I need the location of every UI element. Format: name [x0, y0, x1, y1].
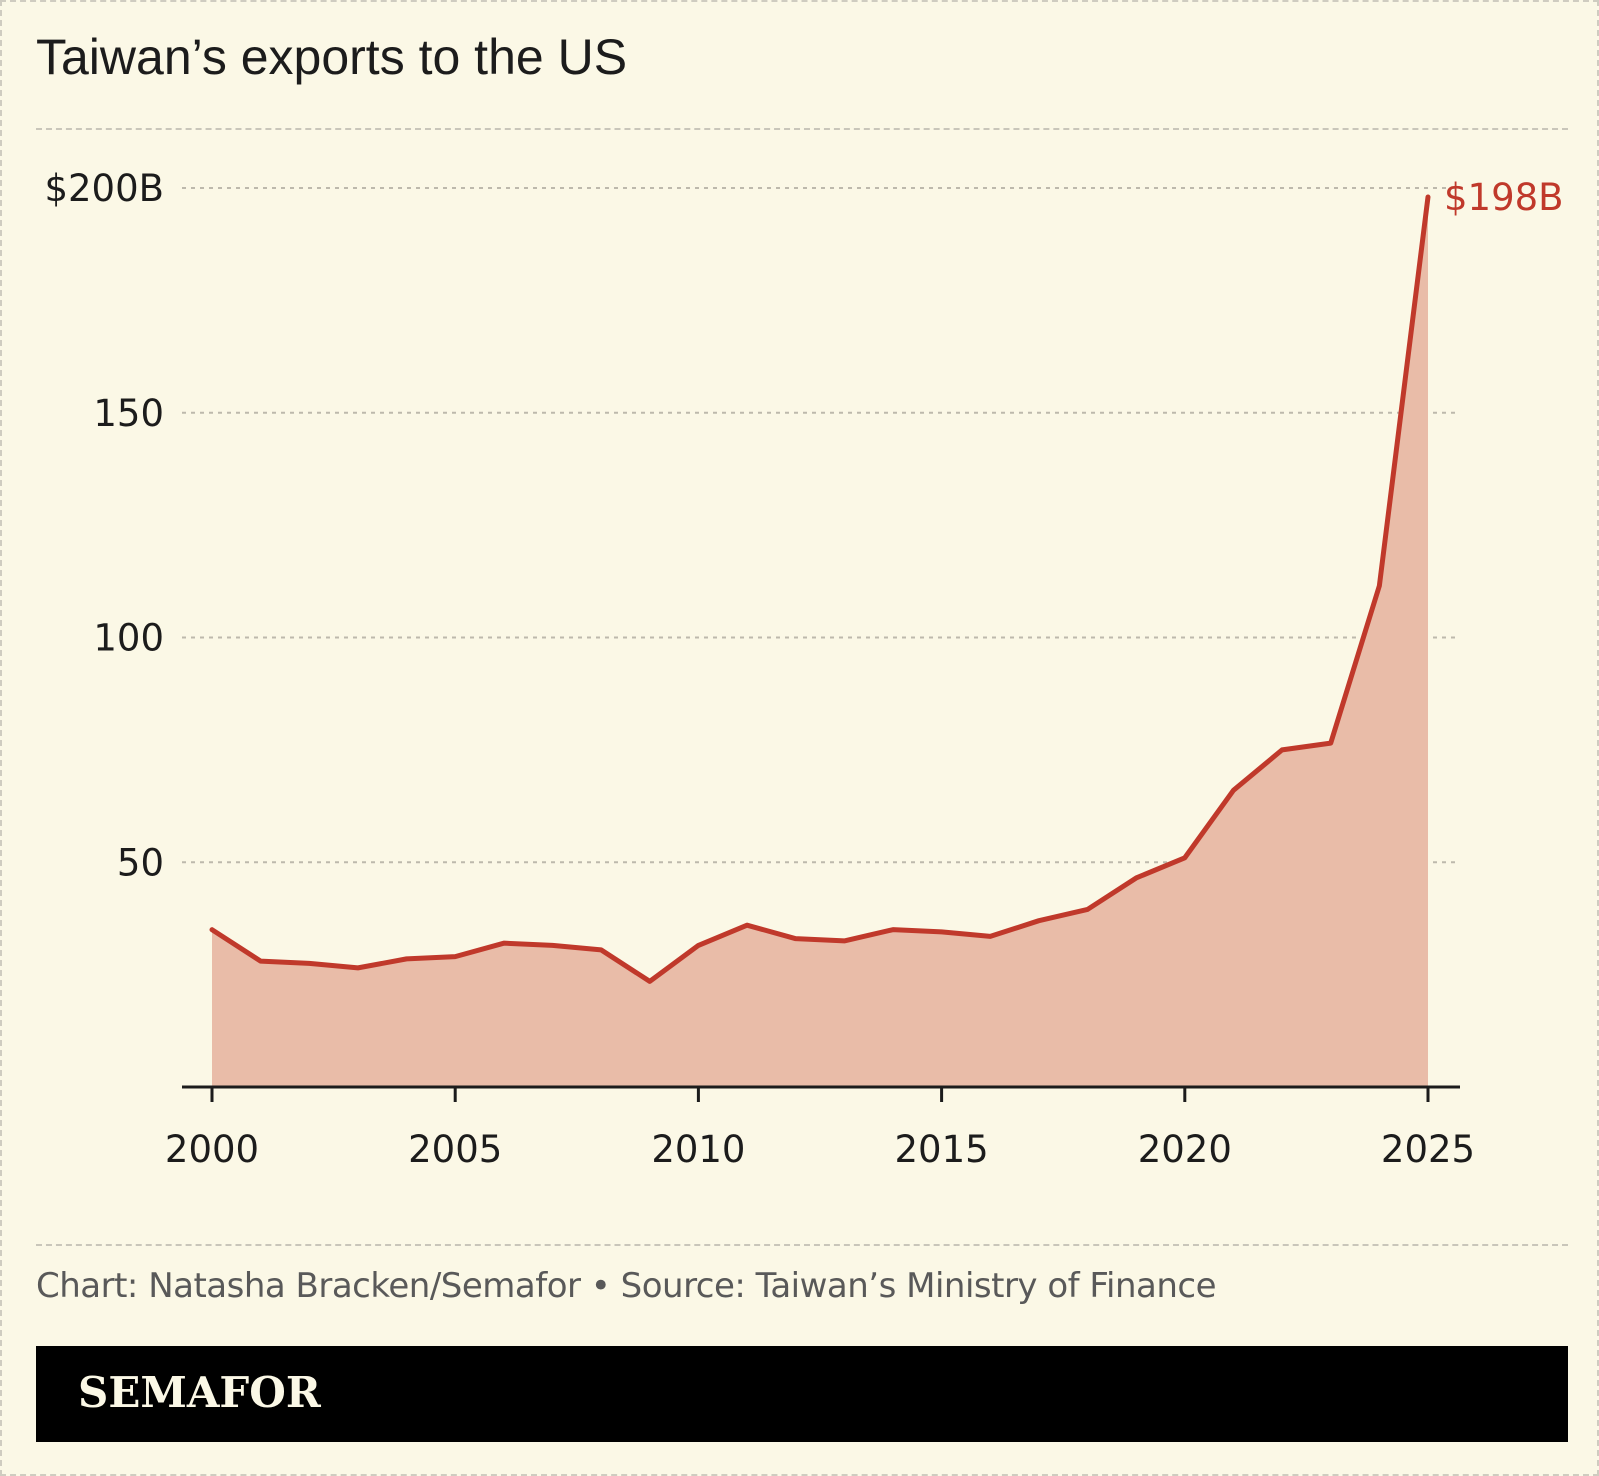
y-tick-label-200: $200B — [44, 167, 164, 210]
x-tick-label-2000: 2000 — [165, 1128, 259, 1171]
x-tick-label-2020: 2020 — [1138, 1128, 1232, 1171]
y-tick-label-100: 100 — [93, 617, 164, 660]
x-axis — [182, 1085, 1460, 1102]
x-tick-label-2015: 2015 — [895, 1128, 989, 1171]
x-tick-label-2005: 2005 — [408, 1128, 502, 1171]
series-area — [212, 196, 1428, 1088]
end-value-label: $198B — [1444, 176, 1564, 219]
brand-logo: SEMAFOR — [78, 1368, 321, 1417]
chart-plot: 50 100 150 $200B 2000 2005 2010 2015 2020 2025 $19… — [44, 167, 1563, 1171]
brand-bar: SEMAFOR — [36, 1346, 1568, 1442]
series-line — [209, 194, 1431, 984]
x-tick-label-2010: 2010 — [651, 1128, 745, 1171]
tick-labels: 50 100 150 $200B 2000 2005 2010 2015 2020 2025 $19… — [44, 167, 1563, 1171]
credit-line: Chart: Natasha Bracken/Semafor • Source:… — [36, 1266, 1217, 1306]
bottom-divider — [36, 1244, 1568, 1246]
y-tick-label-150: 150 — [93, 392, 164, 435]
top-divider — [36, 128, 1568, 130]
x-tick-label-2025: 2025 — [1381, 1128, 1475, 1171]
y-tick-label-50: 50 — [117, 841, 164, 884]
chart-title: Taiwan’s exports to the US — [36, 29, 628, 85]
area-layer — [209, 194, 1431, 1088]
